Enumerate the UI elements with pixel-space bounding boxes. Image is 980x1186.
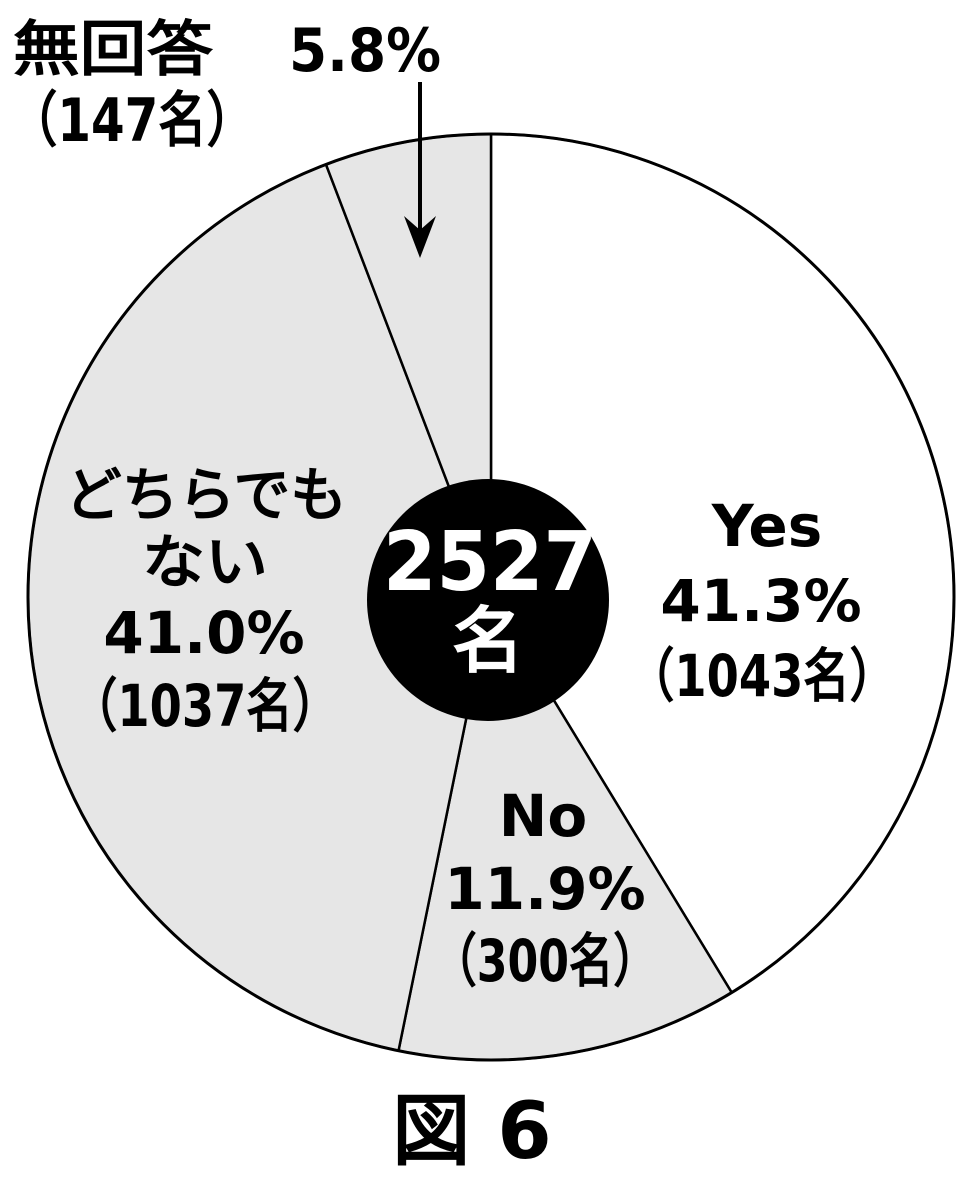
neither-count-label: （1037名） [71,672,339,740]
no-label: No [499,782,587,850]
no-answer-count-label: （147名） [9,86,255,156]
no-answer-percent-label: 5.8% [289,16,441,86]
total-value: 2527 [383,515,597,610]
neither-label-line-1: どちらでも [65,461,347,529]
neither-label-line-2: ない [142,528,268,596]
slice-label-yes: Yes 41.3% （1043名） [628,492,896,710]
figure-caption: 図 6 [392,1087,551,1177]
slice-label-no: No 11.9% （300名） [433,782,658,995]
neither-percent-label: 41.0% [103,599,304,667]
center-total: 2527 名 [367,479,609,721]
down-arrow-icon [404,82,436,258]
no-percent-label: 11.9% [444,855,645,923]
arrow-head [404,216,436,258]
total-unit: 名 [452,599,524,683]
yes-label: Yes [711,492,823,560]
yes-percent-label: 41.3% [660,567,861,635]
slice-label-no-answer: 無回答 （147名） 5.8% [9,15,441,258]
no-answer-label: 無回答 [13,15,214,85]
pie-outline [26,132,956,1062]
slice-label-neither: どちらでも ない 41.0% （1037名） [65,461,347,740]
center-disc [367,479,609,721]
no-count-label: （300名） [433,927,658,995]
yes-count-label: （1043名） [628,642,896,710]
